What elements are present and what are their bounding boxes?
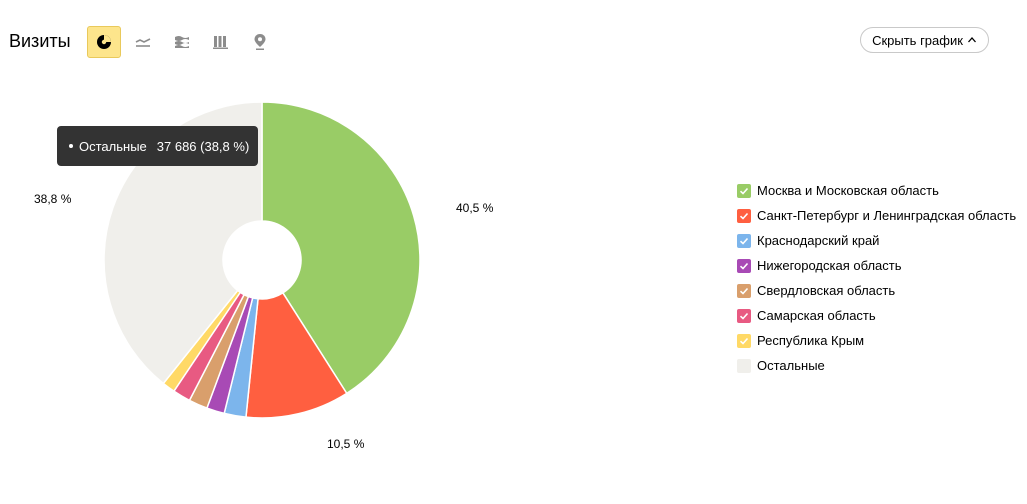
legend-label: Краснодарский край (757, 233, 880, 248)
legend-label: Свердловская область (757, 283, 896, 298)
legend-item-krasnodar[interactable]: Краснодарский край (737, 228, 1016, 253)
legend-label: Остальные (757, 358, 825, 373)
pie-chart-view-button[interactable] (87, 26, 121, 58)
bar-chart-view-button[interactable] (204, 26, 238, 58)
legend-label: Республика Крым (757, 333, 865, 348)
pie-chart-svg (103, 101, 421, 419)
tooltip-bullet (69, 144, 73, 148)
checkbox-checked-icon (737, 283, 751, 298)
line-chart-icon (135, 38, 151, 47)
legend-label: Москва и Московская область (757, 183, 939, 198)
legend-label: Нижегородская область (757, 258, 902, 273)
chart-legend: Москва и Московская область Санкт-Петербу… (737, 178, 1016, 378)
legend-label: Санкт-Петербург и Ленинградская область (757, 208, 1017, 223)
checkbox-checked-icon (737, 333, 751, 348)
hide-chart-label: Скрыть график (872, 32, 963, 48)
legend-item-nizhny[interactable]: Нижегородская область (737, 253, 1016, 278)
checkbox-checked-icon (737, 358, 751, 373)
pie-slice-others[interactable] (103, 101, 263, 385)
checkbox-checked-icon (737, 183, 751, 198)
legend-item-moscow[interactable]: Москва и Московская область (737, 178, 1016, 203)
legend-item-spb[interactable]: Санкт-Петербург и Ленинградская область (737, 203, 1016, 228)
tooltip-name: Остальные (79, 138, 147, 154)
chevron-up-icon (967, 37, 976, 43)
map-view-button[interactable] (243, 26, 277, 58)
checkbox-checked-icon (737, 233, 751, 248)
data-label-others: 38,8 % (34, 192, 72, 206)
line-chart-view-button[interactable] (126, 26, 160, 58)
checkbox-checked-icon (737, 258, 751, 273)
legend-item-sverdlovsk[interactable]: Свердловская область (737, 278, 1016, 303)
legend-item-samara[interactable]: Самарская область (737, 303, 1016, 328)
pie-chart (103, 101, 421, 419)
tooltip-value: 37 686 (38,8 %) (156, 138, 250, 154)
data-label-spb: 10,5 % (327, 437, 365, 451)
legend-label: Самарская область (757, 308, 876, 323)
pie-slice-moscow[interactable] (261, 101, 421, 395)
pie-chart-icon (97, 35, 111, 49)
page-title: Визиты (9, 31, 71, 51)
bar-chart-icon (213, 36, 228, 49)
hide-chart-button[interactable]: Скрыть график (860, 27, 989, 53)
pie-slice-spb[interactable] (245, 291, 348, 419)
area-chart-icon (175, 36, 189, 48)
data-label-moscow: 40,5 % (456, 201, 494, 215)
checkbox-checked-icon (737, 308, 751, 323)
chart-tooltip: Остальные 37 686 (38,8 %) (57, 126, 258, 166)
map-pin-icon (254, 34, 266, 50)
checkbox-checked-icon (737, 208, 751, 223)
legend-item-crimea[interactable]: Республика Крым (737, 328, 1016, 353)
legend-item-others[interactable]: Остальные (737, 353, 1016, 378)
area-chart-view-button[interactable] (165, 26, 199, 58)
